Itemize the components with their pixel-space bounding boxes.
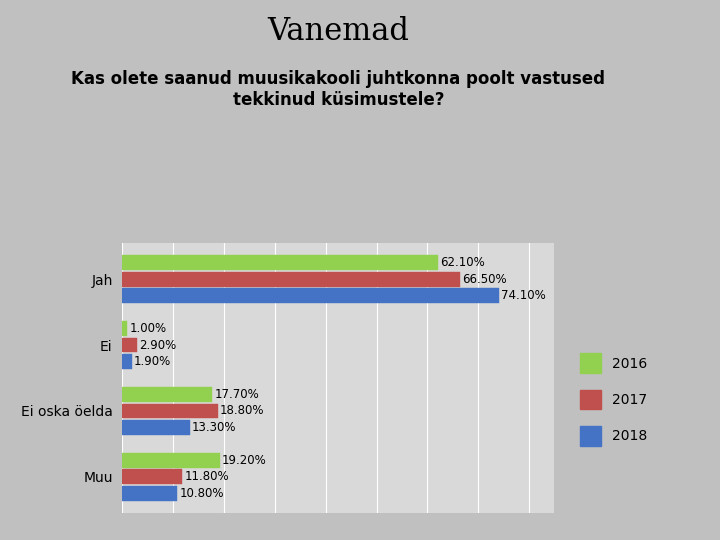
Text: 74.10%: 74.10% — [501, 289, 546, 302]
Text: 1.90%: 1.90% — [134, 355, 171, 368]
Text: 66.50%: 66.50% — [462, 273, 507, 286]
Bar — [122, 387, 212, 402]
Bar — [122, 288, 499, 303]
Text: 18.80%: 18.80% — [220, 404, 264, 417]
Text: Vanemad: Vanemad — [267, 16, 410, 47]
Text: 17.70%: 17.70% — [215, 388, 259, 401]
Bar — [122, 486, 177, 501]
Legend: 2016, 2017, 2018: 2016, 2017, 2018 — [575, 348, 652, 451]
Bar — [122, 272, 460, 287]
Bar — [122, 338, 137, 353]
Text: 13.30%: 13.30% — [192, 421, 237, 434]
Bar — [122, 354, 132, 369]
Bar — [122, 255, 438, 270]
Text: 1.00%: 1.00% — [130, 322, 166, 335]
Text: 10.80%: 10.80% — [179, 487, 224, 500]
Text: 62.10%: 62.10% — [440, 256, 485, 269]
Text: Kas olete saanud muusikakooli juhtkonna poolt vastused
tekkinud küsimustele?: Kas olete saanud muusikakooli juhtkonna … — [71, 70, 606, 109]
Bar — [122, 469, 182, 484]
Bar — [122, 403, 218, 418]
Text: 19.20%: 19.20% — [222, 454, 267, 467]
Bar — [122, 420, 190, 435]
Text: 11.80%: 11.80% — [184, 470, 229, 483]
Bar — [122, 453, 220, 468]
Text: 2.90%: 2.90% — [139, 339, 176, 352]
Bar — [122, 321, 127, 336]
